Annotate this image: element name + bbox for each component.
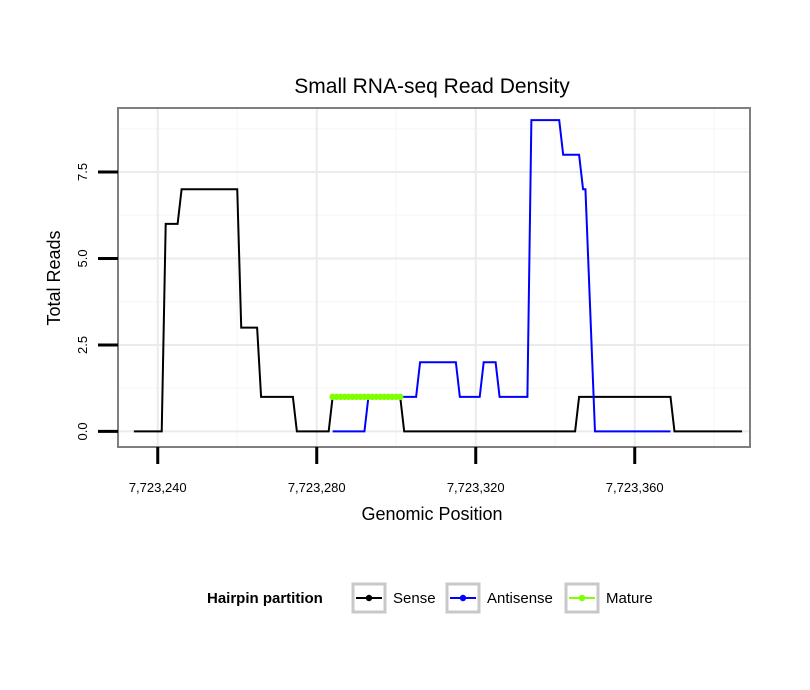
legend-label: Antisense [487, 590, 553, 607]
y-axis: 0.0 2.5 5.0 7.5 [75, 163, 118, 440]
x-tick-label: 7,723,240 [129, 480, 187, 495]
legend-label: Sense [393, 590, 436, 607]
y-tick-label: 7.5 [75, 163, 90, 181]
legend-item-sense: Sense [351, 582, 436, 614]
series-line-sense [133, 188, 743, 433]
y-axis-label: Total Reads [44, 230, 64, 325]
x-axis: 7,723,240 7,723,280 7,723,320 7,723,360 [129, 447, 664, 495]
x-axis-label: Genomic Position [361, 504, 502, 524]
mature-point [397, 393, 404, 401]
legend-key-point [459, 594, 467, 602]
grid-minor [118, 108, 750, 447]
series-line-antisense [332, 119, 671, 433]
legend-item-mature: Mature [564, 582, 653, 614]
x-tick-label: 7,723,360 [606, 480, 664, 495]
y-tick-label: 0.0 [75, 422, 90, 440]
y-tick-label: 5.0 [75, 249, 90, 267]
plot-panel-border [117, 107, 751, 448]
legend-item-antisense: Antisense [445, 582, 553, 614]
x-tick-label: 7,723,320 [447, 480, 505, 495]
series-layer [133, 119, 743, 433]
legend-key-point [365, 594, 373, 602]
x-tick-label: 7,723,280 [288, 480, 346, 495]
y-tick-label: 2.5 [75, 336, 90, 354]
chart-title: Small RNA-seq Read Density [294, 75, 570, 98]
legend-key-point [578, 594, 586, 602]
legend-label: Mature [606, 590, 653, 607]
legend-title: Hairpin partition [207, 590, 323, 607]
legend: Hairpin partition Sense Antisense Mature [207, 582, 653, 614]
